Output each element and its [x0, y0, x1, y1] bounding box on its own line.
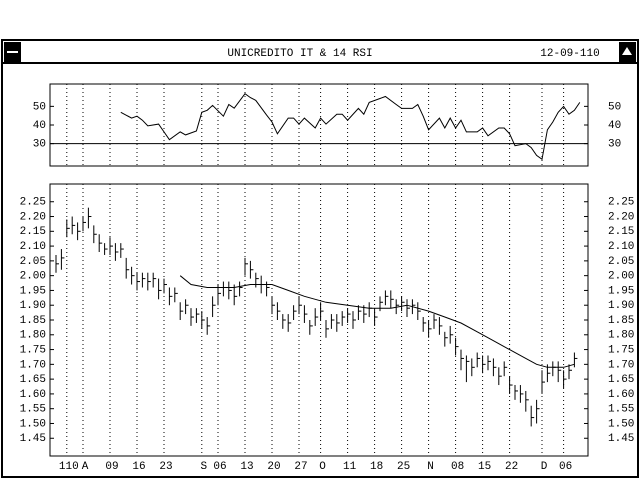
y-tick-label-right: 2.15 — [608, 226, 634, 238]
y-tick-label: 1.65 — [20, 374, 46, 386]
x-tick-label: 25 — [397, 461, 410, 473]
y-tick-label: 2.20 — [20, 211, 46, 223]
y-tick-label-right: 1.55 — [608, 404, 634, 416]
y-tick-label-right: 1.60 — [608, 389, 634, 401]
window-title: UNICREDITO IT & 14 RSI — [227, 48, 372, 60]
y-tick-label-right: 1.95 — [608, 285, 634, 297]
y-tick-label-right: 1.80 — [608, 330, 634, 342]
y-tick-label-right: 1.70 — [608, 359, 634, 371]
x-tick-label: 20 — [267, 461, 280, 473]
y-tick-label-right: 2.10 — [608, 241, 634, 253]
x-tick-label: 13 — [240, 461, 253, 473]
x-tick-label: 15 — [478, 461, 491, 473]
x-tick-label: D — [541, 461, 548, 473]
y-tick-label-right: 1.75 — [608, 344, 634, 356]
y-tick-label-right: 1.65 — [608, 374, 634, 386]
y-tick-label: 50 — [33, 101, 46, 113]
y-tick-label: 2.05 — [20, 256, 46, 268]
y-tick-label-right: 2.05 — [608, 256, 634, 268]
y-tick-label: 1.50 — [20, 418, 46, 430]
x-tick-label: 18 — [370, 461, 383, 473]
rsi-line — [120, 93, 581, 161]
y-tick-label-right: 2.20 — [608, 211, 634, 223]
x-tick-label: 08 — [451, 461, 464, 473]
x-tick-label: 06 — [559, 461, 572, 473]
x-tick-label: 06 — [213, 461, 226, 473]
y-tick-label: 1.45 — [20, 433, 46, 445]
x-tick-label: 27 — [294, 461, 307, 473]
x-tick-label: S — [200, 461, 207, 473]
window-date: 12-09-110 — [540, 48, 599, 60]
y-tick-label-right: 2.25 — [608, 197, 634, 209]
maximize-icon — [622, 47, 632, 55]
y-tick-label: 1.85 — [20, 315, 46, 327]
x-tick-label: 11 — [343, 461, 357, 473]
y-tick-label: 1.75 — [20, 344, 46, 356]
x-tick-label: O — [319, 461, 326, 473]
x-tick-label: N — [427, 461, 434, 473]
y-tick-label-right: 30 — [608, 139, 621, 151]
y-tick-label: 1.60 — [20, 389, 46, 401]
x-tick-label: A — [82, 461, 89, 473]
y-tick-label: 1.70 — [20, 359, 46, 371]
y-tick-label-right: 40 — [608, 120, 621, 132]
x-tick-label: 23 — [159, 461, 172, 473]
y-tick-label-right: 2.00 — [608, 271, 634, 283]
window-frame — [1, 39, 639, 478]
x-tick-label: 09 — [105, 461, 118, 473]
y-tick-label-right: 1.90 — [608, 300, 634, 312]
x-tick-label: 110 — [59, 461, 79, 473]
y-tick-label-right: 1.45 — [608, 433, 634, 445]
x-tick-label: 22 — [505, 461, 518, 473]
y-tick-label: 1.90 — [20, 300, 46, 312]
y-tick-label: 1.55 — [20, 404, 46, 416]
y-tick-label-right: 50 — [608, 101, 621, 113]
moving-average — [179, 275, 575, 368]
y-tick-label: 1.80 — [20, 330, 46, 342]
y-tick-label: 2.00 — [20, 271, 46, 283]
y-tick-label: 2.25 — [20, 197, 46, 209]
y-tick-label: 2.10 — [20, 241, 46, 253]
close-icon — [7, 51, 18, 53]
y-tick-label-right: 1.85 — [608, 315, 634, 327]
x-tick-label: 16 — [132, 461, 145, 473]
y-tick-label: 30 — [33, 139, 46, 151]
y-tick-label: 2.15 — [20, 226, 46, 238]
y-tick-label: 1.95 — [20, 285, 46, 297]
y-tick-label: 40 — [33, 120, 46, 132]
y-tick-label-right: 1.50 — [608, 418, 634, 430]
